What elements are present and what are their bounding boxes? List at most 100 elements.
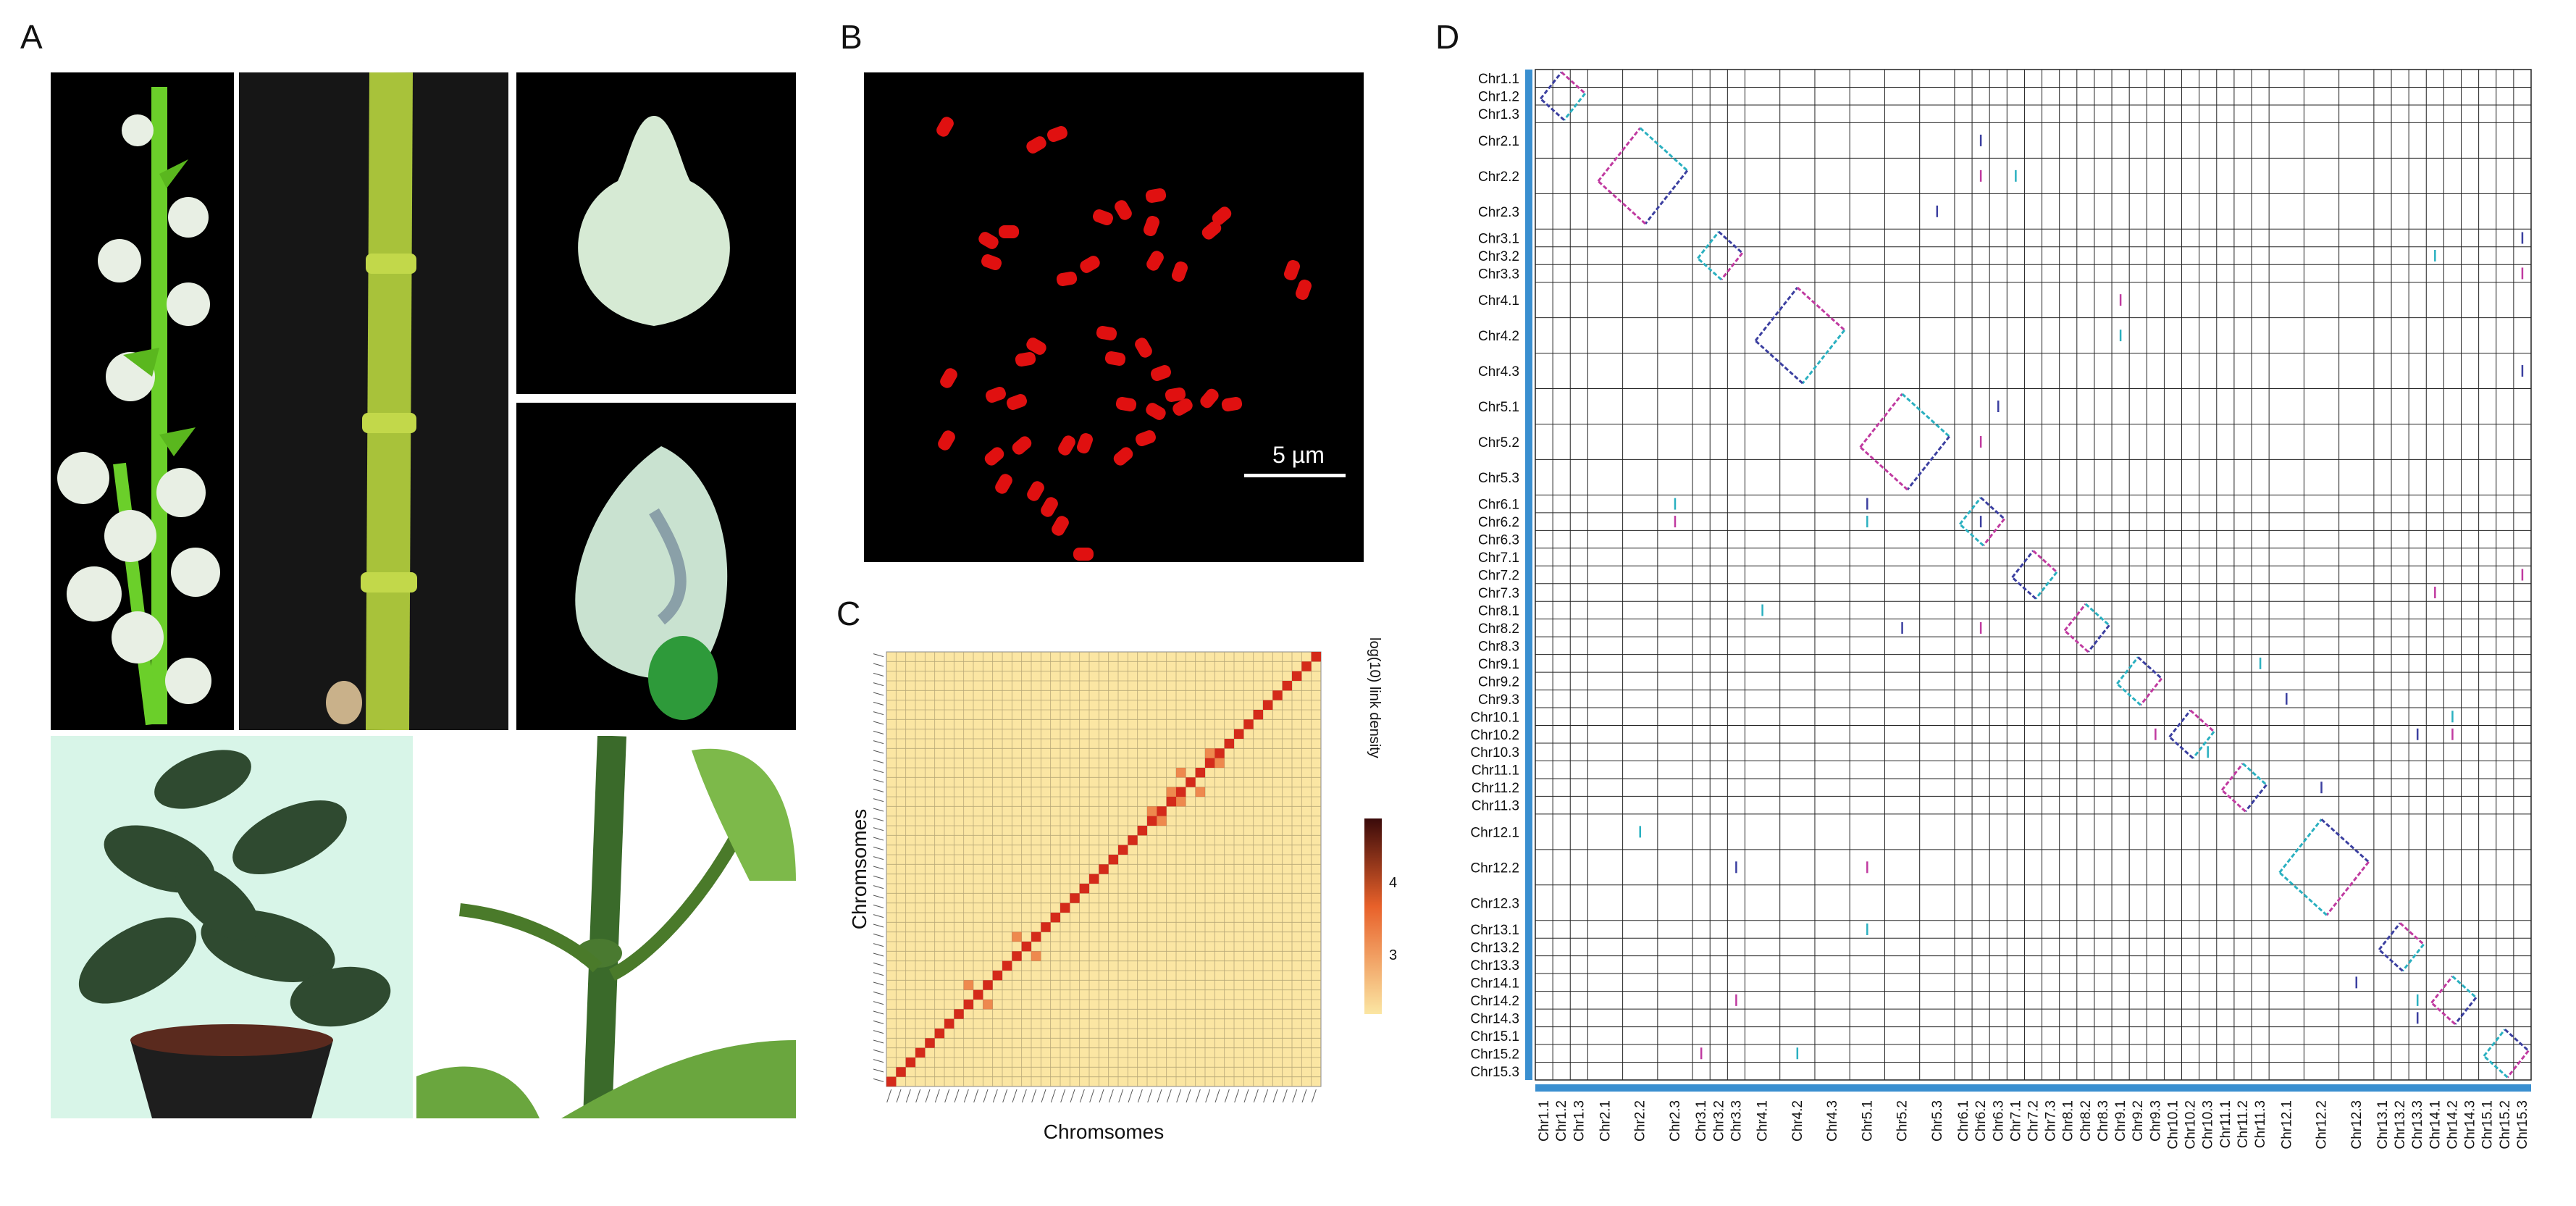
heatmap-diagonal-cell bbox=[1002, 960, 1012, 971]
chromosome-spot bbox=[1077, 433, 1093, 453]
synteny-block-segment bbox=[2430, 1002, 2457, 1026]
chromosome-spot bbox=[1144, 216, 1159, 236]
synteny-block-segment bbox=[1644, 169, 1689, 225]
dotplot-row-label: Chr6.2 bbox=[1478, 515, 1519, 530]
heatmap-x-tick bbox=[1311, 1089, 1317, 1103]
chromosome-spot bbox=[1096, 325, 1117, 341]
synteny-block-segment bbox=[2278, 818, 2323, 874]
heatmap-diagonal-cell bbox=[1128, 835, 1138, 845]
heatmap-diagonal-cell bbox=[1214, 748, 1225, 758]
heatmap-diagonal-cell bbox=[963, 1000, 973, 1010]
heatmap-y-tick bbox=[873, 759, 884, 763]
dotplot-col-label: Chr12.1 bbox=[2279, 1100, 2294, 1150]
heatmap-y-tick bbox=[873, 1001, 884, 1005]
chromosome-spot bbox=[1284, 260, 1300, 280]
heatmap-diagonal-cell bbox=[1157, 806, 1167, 816]
chromosome-spot bbox=[1136, 430, 1156, 446]
hic-heatmap: Chromsomes Chromsomes 4 3 log(10) link densi… bbox=[847, 608, 1412, 1144]
heatmap-offdiag-cell bbox=[983, 1000, 993, 1010]
dotplot-col-label: Chr15.2 bbox=[2498, 1100, 2513, 1150]
scale-bar-label: 5 µm bbox=[1272, 442, 1325, 468]
heatmap-diagonal-cell bbox=[1108, 855, 1118, 865]
heatmap-diagonal-cell bbox=[1224, 739, 1234, 749]
dotplot-col-label: Chr12.2 bbox=[2315, 1100, 2330, 1150]
heatmap-x-tick bbox=[1012, 1089, 1018, 1103]
heatmap-x-tick bbox=[1137, 1089, 1143, 1103]
heatmap-x-tick bbox=[1186, 1089, 1191, 1103]
heatmap-x-tick bbox=[1234, 1089, 1240, 1103]
synteny-block-segment bbox=[2221, 789, 2246, 813]
dotplot-row-label: Chr3.1 bbox=[1478, 232, 1519, 247]
heatmap-offdiag-cell bbox=[1166, 787, 1176, 797]
heatmap-x-tick bbox=[886, 1089, 892, 1103]
heatmap-y-tick bbox=[873, 895, 884, 899]
chromosome-spot bbox=[938, 430, 955, 451]
dotplot-row-label: Chr9.2 bbox=[1478, 674, 1519, 690]
dotplot-y-axis-bar bbox=[1525, 70, 1532, 1080]
dotplot-row-label: Chr8.1 bbox=[1478, 603, 1519, 619]
chromosome-spot bbox=[1080, 256, 1100, 273]
dotplot-col-label: Chr14.1 bbox=[2428, 1100, 2443, 1150]
heatmap-diagonal-cell bbox=[1070, 893, 1080, 903]
heatmap-y-tick bbox=[873, 672, 884, 677]
synteny-block-segment bbox=[1980, 496, 2005, 520]
synteny-block-segment bbox=[2189, 709, 2215, 733]
dotplot-row-label: Chr5.2 bbox=[1478, 435, 1519, 451]
heatmap-diagonal-cell bbox=[992, 971, 1002, 981]
synteny-block-segment bbox=[2320, 818, 2370, 863]
chromosome-spot bbox=[984, 447, 1004, 466]
chromosome-spot bbox=[1165, 387, 1186, 403]
chromosome-spot bbox=[1041, 497, 1058, 517]
dotplot-row-label: Chr8.3 bbox=[1478, 639, 1519, 654]
dotplot-col-label: Chr6.2 bbox=[1973, 1100, 1989, 1142]
heatmap-y-tick bbox=[873, 866, 884, 870]
chromosome-spread-image: 5 µm bbox=[864, 72, 1364, 562]
dotplot-row-label: Chr1.2 bbox=[1478, 90, 1519, 105]
heatmap-diagonal-cell bbox=[1147, 816, 1157, 826]
chromosome-spot bbox=[1146, 403, 1166, 420]
heatmap-diagonal-cell bbox=[1311, 652, 1321, 662]
dotplot-col-label: Chr3.2 bbox=[1711, 1100, 1727, 1142]
heatmap-x-tick bbox=[1205, 1089, 1211, 1103]
scale-bar bbox=[1244, 474, 1346, 477]
chromosome-spot bbox=[1047, 126, 1067, 142]
dotplot-row-label: Chr14.1 bbox=[1470, 976, 1519, 991]
heatmap-y-tick bbox=[873, 730, 884, 734]
synteny-block-segment bbox=[1563, 93, 1586, 121]
heatmap-y-tick bbox=[873, 1030, 884, 1034]
dotplot-row-label: Chr2.2 bbox=[1478, 169, 1519, 185]
dotplot-col-label: Chr1.2 bbox=[1554, 1100, 1569, 1142]
heatmap-x-tick bbox=[1002, 1089, 1008, 1103]
chromosome-spot bbox=[1115, 396, 1137, 412]
heatmap-x-tick bbox=[973, 1089, 979, 1103]
synteny-block-segment bbox=[2378, 922, 2401, 951]
chromosome-spot bbox=[1093, 209, 1113, 225]
heatmap-y-tick bbox=[873, 788, 884, 792]
dotplot-row-label: Chr10.3 bbox=[1470, 745, 1519, 761]
heatmap-x-tick bbox=[1224, 1089, 1230, 1103]
synteny-block-segment bbox=[1859, 393, 1903, 448]
heatmap-y-tick bbox=[873, 721, 884, 725]
dotplot-col-label: Chr10.1 bbox=[2165, 1100, 2181, 1150]
heatmap-x-tick bbox=[1176, 1089, 1182, 1103]
heatmap-x-tick bbox=[1079, 1089, 1085, 1103]
synteny-block-segment bbox=[2087, 624, 2110, 653]
dotplot-row-label: Chr4.1 bbox=[1478, 293, 1519, 309]
dotplot-col-label: Chr1.3 bbox=[1572, 1100, 1587, 1142]
heatmap-y-tick bbox=[873, 933, 884, 937]
heatmap-y-tick bbox=[873, 692, 884, 696]
synteny-block-segment bbox=[2504, 1029, 2530, 1052]
heatmap-y-tick bbox=[873, 1010, 884, 1015]
synteny-block-segment bbox=[1754, 340, 1804, 385]
heatmap-diagonal-cell bbox=[1301, 661, 1312, 671]
synteny-block-segment bbox=[1697, 257, 1722, 281]
heatmap-diagonal-cell bbox=[1031, 931, 1041, 942]
synteny-block-segment bbox=[1597, 127, 1641, 183]
heatmap-offdiag-cell bbox=[1176, 797, 1186, 807]
heatmap-diagonal-cell bbox=[1292, 671, 1302, 681]
heatmap-diagonal-cell bbox=[1205, 758, 1215, 768]
heatmap-diagonal-cell bbox=[1186, 777, 1196, 787]
synteny-block-segment bbox=[1801, 329, 1846, 385]
synteny-block-segment bbox=[1697, 231, 1720, 259]
heatmap-y-tick bbox=[873, 740, 884, 745]
